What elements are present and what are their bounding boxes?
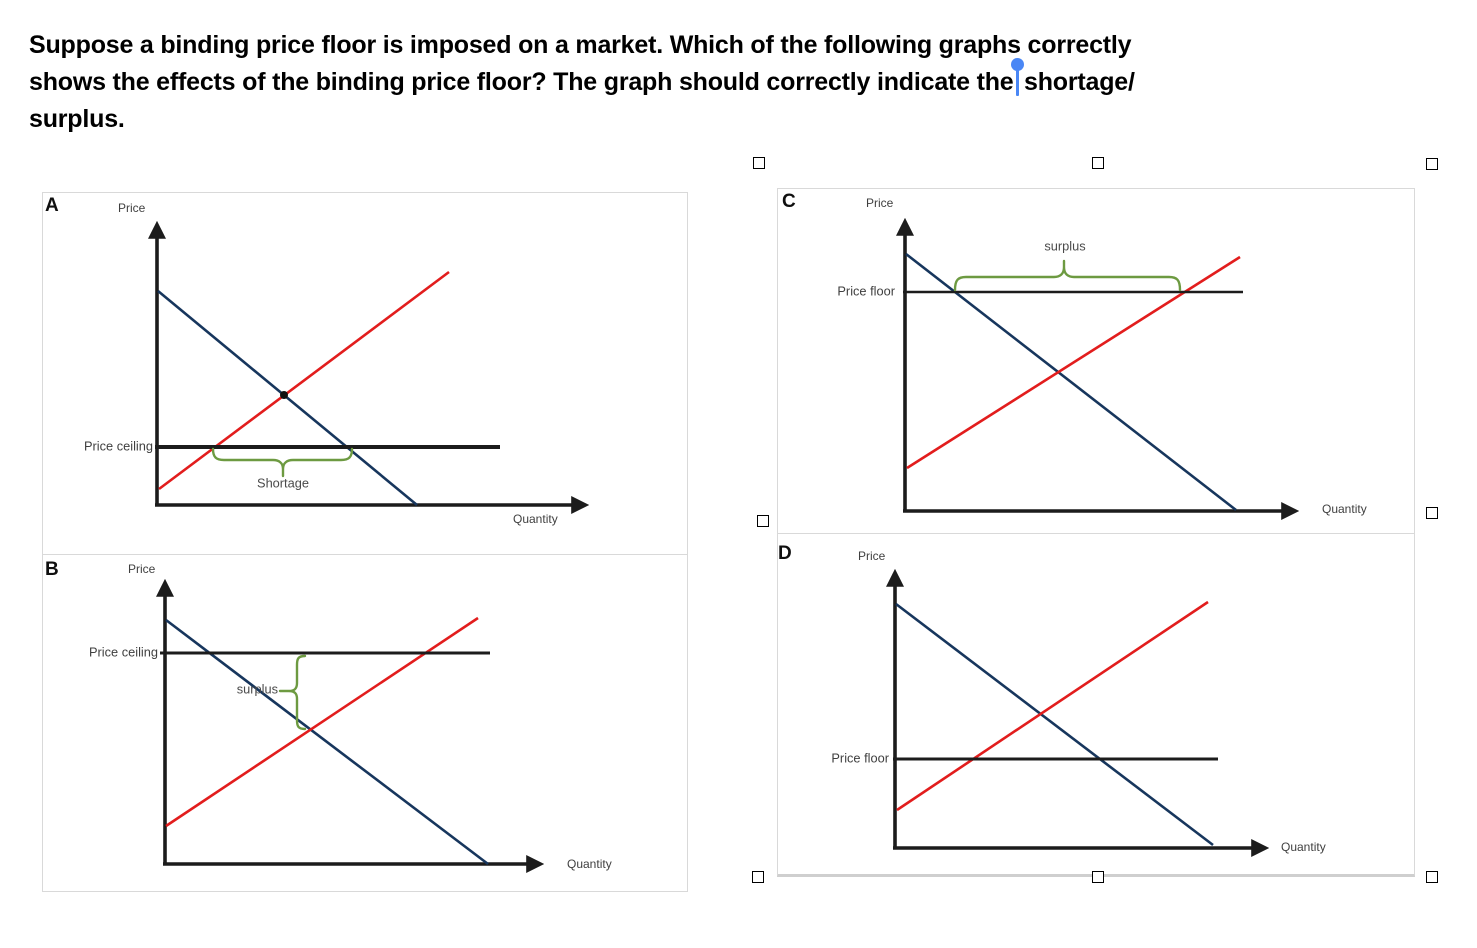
quantity-axis-label: Quantity (513, 512, 558, 526)
price-axis-label: Price (118, 201, 146, 215)
demand-curve (895, 602, 1214, 847)
graphs-image-right[interactable] (777, 188, 1415, 877)
question-line-3: surplus. (29, 105, 125, 133)
graph-panel-d[interactable]: D Price Quantity Price floor (777, 532, 1415, 877)
quantity-axis-label: Quantity (1281, 840, 1326, 854)
price-axis-label: Price (866, 196, 894, 210)
demand-curve (905, 252, 1237, 512)
shortage-surplus-label: surplus (237, 681, 278, 696)
graph-letter-b: B (45, 559, 59, 580)
annotation-brace (278, 654, 307, 731)
image-divider (778, 533, 1414, 534)
graph-letter-a: A (45, 195, 59, 216)
graph-d-figure: Price Quantity Price floor (831, 549, 1326, 857)
shortage-surplus-label: Shortage (257, 475, 309, 490)
supply-curve (165, 616, 479, 828)
question-line-1: Suppose a binding price floor is imposed… (29, 31, 1132, 59)
price-control-label: Price ceiling (84, 438, 153, 453)
quantity-axis-label: Quantity (1322, 502, 1367, 516)
annotation-brace (211, 447, 354, 478)
annotation-brace (953, 259, 1182, 292)
selection-handle-bottom-left[interactable] (752, 871, 764, 883)
supply-curve (158, 270, 450, 491)
graph-letter-d: D (778, 543, 792, 564)
selection-handle-middle-right[interactable] (1426, 507, 1438, 519)
question-line-2-after: shortage/ (1024, 68, 1135, 96)
selection-handle-bottom-middle[interactable] (1092, 871, 1104, 883)
demand-curve (157, 289, 418, 507)
price-control-label: Price floor (837, 283, 895, 298)
price-axis-label: Price (858, 549, 886, 563)
supply-curve (896, 600, 1209, 812)
selection-handle-top-left[interactable] (753, 157, 765, 169)
supply-curve (906, 255, 1241, 470)
question-line-2-before: shows the effects of the binding price f… (29, 68, 1014, 96)
equilibrium-dot (280, 391, 288, 399)
graph-a-figure: Price Quantity Price ceiling Shortage (84, 201, 590, 526)
demand-curve (165, 618, 489, 866)
price-control-label: Price ceiling (89, 644, 158, 659)
selection-handle-bottom-right[interactable] (1426, 871, 1438, 883)
graph-panel-a[interactable]: A Price Quantity Price ceiling Shortage (42, 192, 688, 553)
price-axis-label: Price (128, 562, 156, 576)
graph-b-figure: Price Quantity Price ceiling surplus (89, 562, 612, 873)
graph-letter-c: C (782, 191, 796, 212)
price-control-label: Price floor (831, 750, 889, 765)
selection-handle-top-middle[interactable] (1092, 157, 1104, 169)
selection-handle-top-right[interactable] (1426, 158, 1438, 170)
image-divider (43, 554, 687, 555)
quantity-axis-label: Quantity (567, 857, 612, 871)
question-text: Suppose a binding price floor is imposed… (29, 27, 1429, 138)
text-cursor (1011, 58, 1023, 96)
graph-c-figure: Price Quantity Price floor surplus (837, 196, 1367, 520)
graph-panel-b[interactable]: B Price Quantity Price ceiling surplus (42, 553, 688, 892)
shortage-surplus-label: surplus (1044, 238, 1085, 253)
graphs-image-left[interactable] (42, 192, 688, 892)
question-line-2: shows the effects of the binding price f… (29, 58, 1429, 101)
selection-handle-middle-left[interactable] (757, 515, 769, 527)
graph-panel-c[interactable]: C Price Quantity Price floor surplus (777, 188, 1415, 532)
